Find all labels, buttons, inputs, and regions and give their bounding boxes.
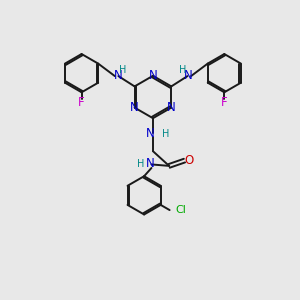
Text: N: N	[146, 157, 154, 170]
Text: N: N	[184, 69, 193, 82]
Text: N: N	[113, 69, 122, 82]
Text: F: F	[221, 96, 228, 110]
Text: N: N	[148, 69, 157, 82]
Text: N: N	[130, 101, 139, 114]
Text: F: F	[78, 96, 85, 110]
Text: H: H	[137, 159, 145, 169]
Text: N: N	[146, 127, 155, 140]
Text: N: N	[167, 101, 176, 114]
Text: O: O	[184, 154, 193, 166]
Text: H: H	[179, 64, 187, 75]
Text: H: H	[119, 64, 127, 75]
Text: Cl: Cl	[175, 205, 186, 215]
Text: H: H	[162, 129, 170, 139]
